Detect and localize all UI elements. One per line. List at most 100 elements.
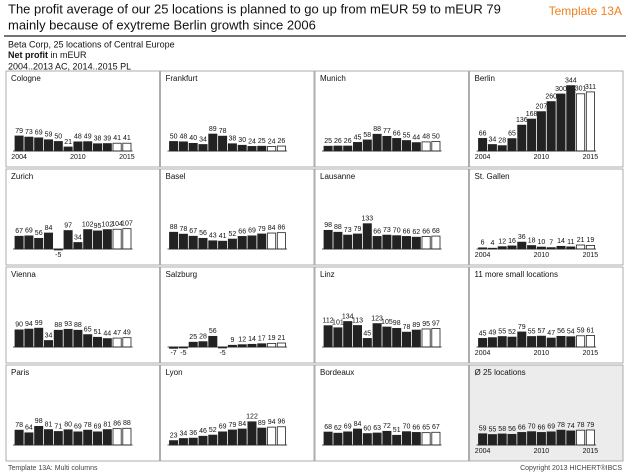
panel-title: Zurich — [11, 172, 33, 181]
value-label: 69 — [344, 424, 352, 431]
bar — [392, 235, 402, 250]
bar — [382, 135, 392, 152]
value-label: 90 — [15, 322, 23, 329]
bar — [517, 124, 527, 152]
value-label: 134 — [342, 313, 354, 320]
bar — [352, 325, 362, 348]
value-label: 84 — [268, 225, 276, 232]
value-label: 12 — [238, 337, 246, 344]
value-label: 14 — [557, 238, 565, 245]
bar — [14, 135, 24, 152]
bar — [392, 434, 402, 446]
value-label: 25 — [324, 138, 332, 145]
bar — [372, 133, 382, 152]
title-line: The profit average of our 25 locations i… — [8, 1, 501, 16]
value-label: 7 — [549, 240, 553, 247]
bar — [208, 133, 218, 152]
bar — [527, 245, 537, 250]
bar — [372, 432, 382, 446]
value-label: 38 — [229, 136, 237, 143]
value-label: 66 — [373, 228, 381, 235]
value-label: 55 — [489, 426, 497, 433]
value-label: 12 — [498, 239, 506, 246]
x-tick-label: 2004 — [475, 448, 491, 455]
panel-title: Ø 25 locations — [475, 368, 526, 377]
bar — [178, 438, 188, 446]
value-label: 45 — [363, 330, 371, 337]
unit: in mEUR — [51, 50, 88, 60]
bar — [73, 431, 83, 446]
value-label: 113 — [352, 317, 363, 324]
footer: Template 13A: Multi columns — [8, 465, 98, 472]
value-label: 47 — [547, 330, 555, 337]
bar — [576, 335, 586, 348]
bar — [24, 235, 34, 250]
value-label: 21 — [577, 237, 585, 244]
x-tick-label: 2004 — [475, 252, 491, 259]
value-label: 79 — [229, 422, 237, 429]
bar — [276, 145, 286, 152]
value-label: 67 — [432, 424, 440, 431]
value-label: 260 — [545, 93, 557, 100]
bar — [169, 440, 179, 446]
panel — [5, 70, 160, 168]
bar — [431, 431, 441, 446]
bar — [208, 434, 218, 446]
value-label: 78 — [577, 422, 585, 429]
value-label: 41 — [113, 135, 121, 142]
bar — [83, 429, 93, 446]
value-label: 300 — [555, 86, 567, 93]
value-label: 69 — [547, 424, 555, 431]
bar — [188, 437, 198, 446]
bar — [14, 329, 24, 348]
x-tick-label: 2004 — [11, 154, 27, 161]
value-label: 60 — [363, 425, 371, 432]
bar — [247, 235, 257, 250]
value-label: 59 — [479, 426, 487, 433]
bar — [44, 429, 54, 446]
value-label: 52 — [209, 427, 217, 434]
measure-line: Net profit in mEUR — [8, 50, 87, 60]
bar — [227, 143, 237, 152]
value-label: 78 — [180, 226, 188, 233]
value-label: 78 — [219, 128, 227, 135]
value-label: 47 — [113, 330, 121, 337]
value-label: 63 — [373, 425, 381, 432]
bar — [352, 233, 362, 250]
panel-title: Vienna — [11, 270, 36, 279]
panel — [469, 266, 624, 364]
bar — [352, 428, 362, 446]
bar — [372, 236, 382, 250]
value-label: 88 — [123, 420, 131, 427]
bar — [247, 146, 257, 152]
value-label: 59 — [577, 328, 585, 335]
x-tick-label: 2010 — [534, 350, 550, 357]
panel-title: Lyon — [166, 368, 183, 377]
bar — [566, 85, 576, 152]
bar — [257, 427, 267, 446]
value-label: 56 — [557, 328, 565, 335]
bar — [44, 232, 54, 250]
value-label: 24 — [268, 138, 276, 145]
value-label: 66 — [393, 130, 401, 137]
value-label: 70 — [528, 424, 536, 431]
bar — [53, 329, 63, 348]
title-line: mainly because of exytreme Berlin growth… — [8, 17, 316, 32]
value-label: 25 — [189, 334, 197, 341]
bar — [122, 142, 132, 152]
bar — [93, 431, 103, 446]
bar — [218, 431, 228, 446]
bar — [362, 139, 372, 152]
value-label: 40 — [189, 135, 197, 142]
bar — [102, 429, 112, 446]
bar — [83, 229, 93, 250]
bar — [352, 142, 362, 152]
value-label: 74 — [567, 423, 575, 430]
bar — [44, 139, 54, 152]
value-label: 81 — [45, 421, 53, 428]
bar — [411, 432, 421, 446]
bar — [169, 231, 179, 250]
panel-title: St. Gallen — [475, 172, 510, 181]
value-label: 80 — [64, 422, 72, 429]
